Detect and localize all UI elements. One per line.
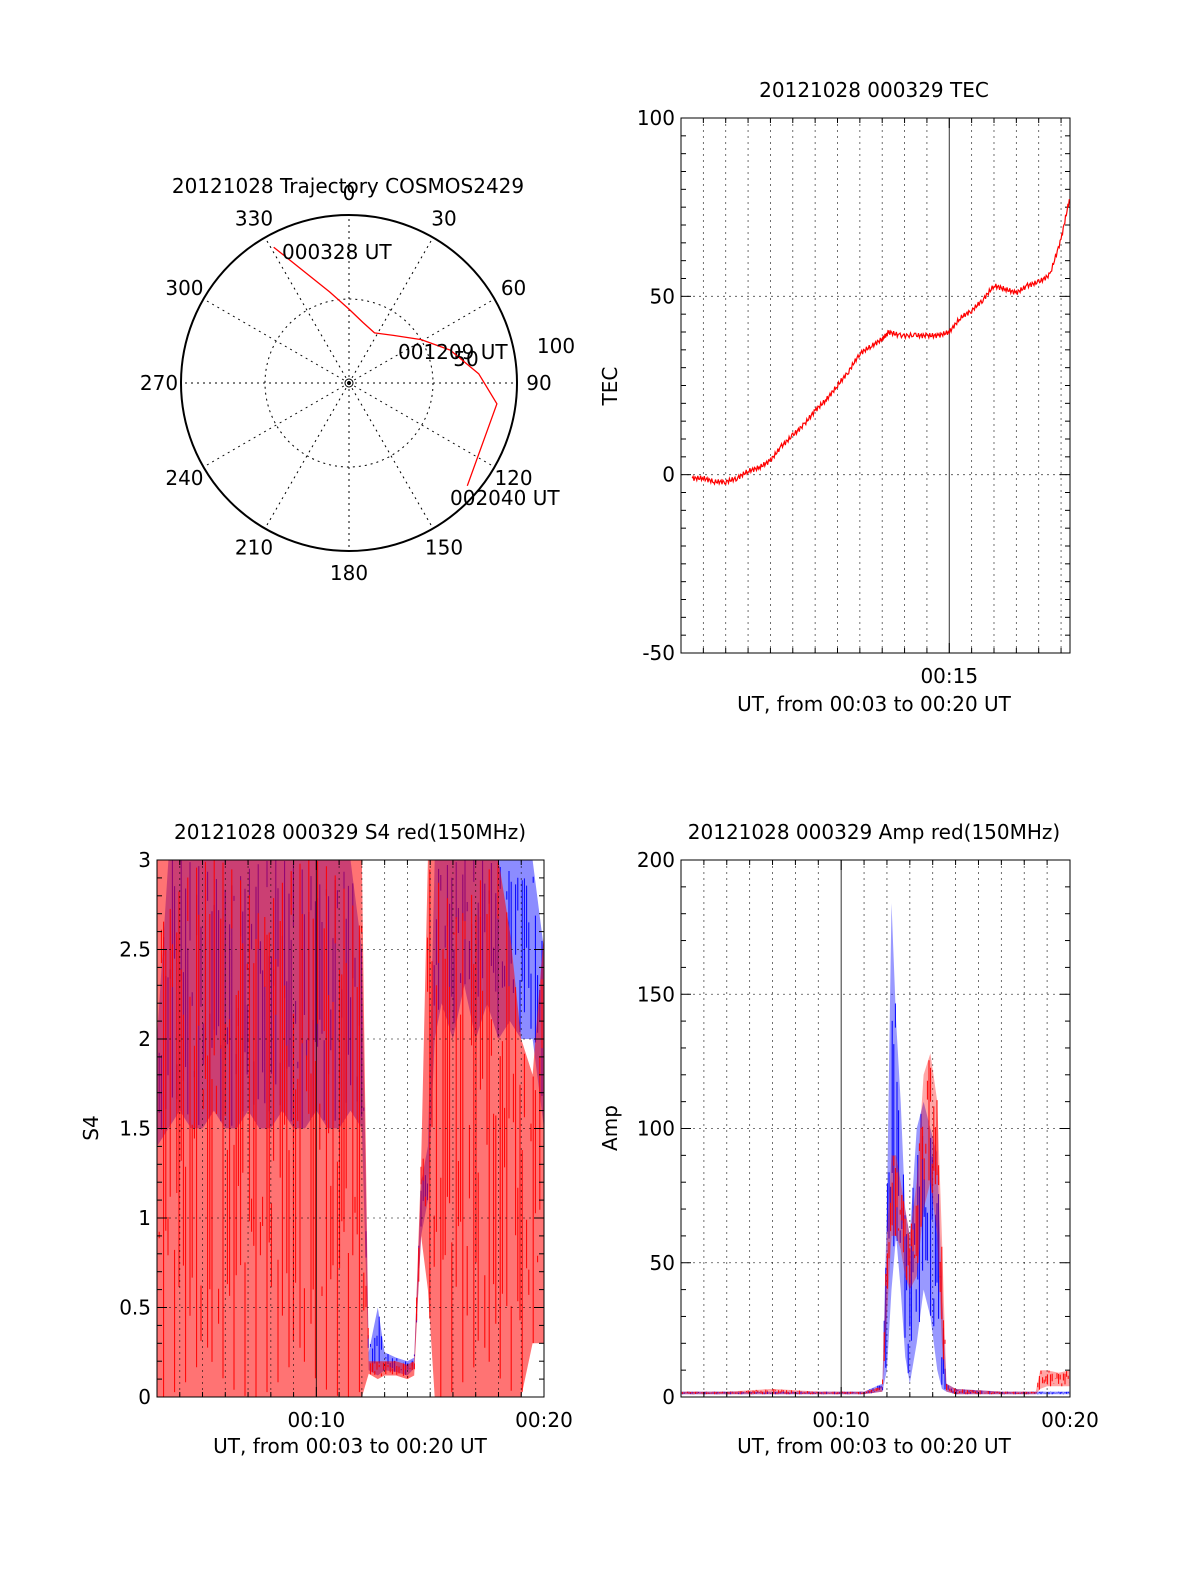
polar-azimuth-label: 150 (425, 536, 463, 560)
y-tick-label: 1.5 (119, 1117, 151, 1141)
polar-azimuth-label: 330 (235, 206, 273, 230)
data-series-line (691, 199, 1070, 486)
polar-spoke (348, 298, 495, 384)
polar-spoke (348, 237, 434, 384)
y-tick-label: 2.5 (119, 938, 151, 962)
polar-radial-label: 100 (537, 334, 575, 358)
amp-series (680, 903, 1071, 1395)
tec-chart: 20121028 000329 TEC -50 0 50 100 00:15 UT, f… (598, 78, 1071, 716)
x-tick-label: 00:10 (812, 1408, 870, 1432)
s4-y-axis-label: S4 (79, 1115, 103, 1140)
y-tick-label: 1 (138, 1206, 151, 1230)
tec-tick-labels: -50 0 50 100 00:15 (637, 106, 1071, 688)
tec-chart-title: 20121028 000329 TEC (759, 78, 989, 102)
data-series-envelope (681, 903, 1070, 1395)
polar-spoke (203, 298, 350, 384)
tec-series (691, 199, 1070, 486)
y-tick-label: 150 (637, 982, 675, 1006)
y-tick-label: 0 (138, 1385, 151, 1409)
data-series-envelope (681, 1053, 1070, 1395)
y-tick-label: 50 (650, 1251, 675, 1275)
polar-azimuth-label: 120 (494, 466, 532, 490)
y-tick-label: 100 (637, 106, 675, 130)
polar-radial-label: 50 (453, 347, 478, 371)
x-tick-label: 00:10 (288, 1408, 346, 1432)
polar-azimuth-label: 60 (501, 276, 526, 300)
polar-grid (180, 214, 518, 552)
polar-azimuth-label: 300 (165, 276, 203, 300)
y-tick-label: 100 (637, 1117, 675, 1141)
s4-grid (157, 860, 544, 1397)
polar-trajectory-line (273, 246, 498, 487)
trajectory-end-label: 002040 UT (450, 486, 560, 510)
y-tick-label: 3 (138, 848, 151, 872)
polar-azimuth-label: 270 (140, 371, 178, 395)
plot-frame (680, 117, 1071, 654)
polar-spoke (264, 382, 350, 529)
y-tick-label: 0.5 (119, 1296, 151, 1320)
amp-x-axis-label: UT, from 00:03 to 00:20 UT (737, 1434, 1012, 1458)
trajectory-mid-label: 001209 UT (398, 340, 508, 364)
s4-chart-title: 20121028 000329 S4 red(150MHz) (174, 820, 526, 844)
polar-trajectory-chart: 20121028 Trajectory COSMOS2429 0 30 60 90 12… (140, 174, 575, 585)
y-tick-label: 0 (662, 463, 675, 487)
amp-chart: 20121028 000329 Amp red(150MHz) 0 50 100 15… (598, 820, 1099, 1458)
polar-outer-ring (180, 214, 518, 552)
amp-y-axis-label: Amp (598, 1105, 622, 1151)
polar-chart-title: 20121028 Trajectory COSMOS2429 (172, 174, 524, 198)
polar-azimuth-label: 90 (526, 371, 551, 395)
polar-azimuth-label: 240 (165, 466, 203, 490)
tec-x-axis-label: UT, from 00:03 to 00:20 UT (737, 692, 1012, 716)
x-tick-label: 00:20 (1041, 1408, 1099, 1432)
polar-azimuth-label: 30 (431, 206, 456, 230)
s4-chart: 20121028 000329 S4 red(150MHz) 0 0.5 1 1.5 2… (79, 820, 573, 1458)
s4-tick-labels: 0 0.5 1 1.5 2 2.5 3 00:10 00:20 (119, 848, 573, 1432)
polar-spoke (264, 237, 350, 384)
data-series-spikes (680, 1003, 1069, 1395)
y-tick-label: 0 (662, 1385, 675, 1409)
polar-trajectory-series (273, 246, 498, 487)
s4-x-axis-label: UT, from 00:03 to 00:20 UT (213, 1434, 488, 1458)
tec-y-axis-label: TEC (598, 367, 622, 407)
y-tick-label: -50 (642, 641, 675, 665)
x-tick-label: 00:15 (920, 664, 978, 688)
polar-inner-ring (344, 378, 354, 388)
polar-azimuth-label: 0 (343, 181, 356, 205)
y-tick-label: 200 (637, 848, 675, 872)
polar-spoke (203, 382, 350, 468)
data-series-spikes (680, 1060, 1071, 1395)
y-tick-label: 2 (138, 1027, 151, 1051)
y-tick-label: 50 (650, 284, 675, 308)
amp-chart-title: 20121028 000329 Amp red(150MHz) (688, 820, 1060, 844)
x-tick-label: 00:20 (515, 1408, 573, 1432)
polar-azimuth-label: 210 (235, 536, 273, 560)
polar-spoke (348, 382, 434, 529)
polar-azimuth-label: 180 (330, 561, 368, 585)
trajectory-start-label: 000328 UT (282, 240, 392, 264)
amp-tick-labels: 0 50 100 150 200 00:10 00:20 (637, 848, 1099, 1432)
polar-azimuth-labels: 0 30 60 90 120 150 180 210 240 270 300 330 50 100 (140, 181, 575, 585)
polar-spoke (348, 382, 495, 468)
tec-grid (681, 118, 1070, 653)
amp-grid (681, 860, 1070, 1397)
